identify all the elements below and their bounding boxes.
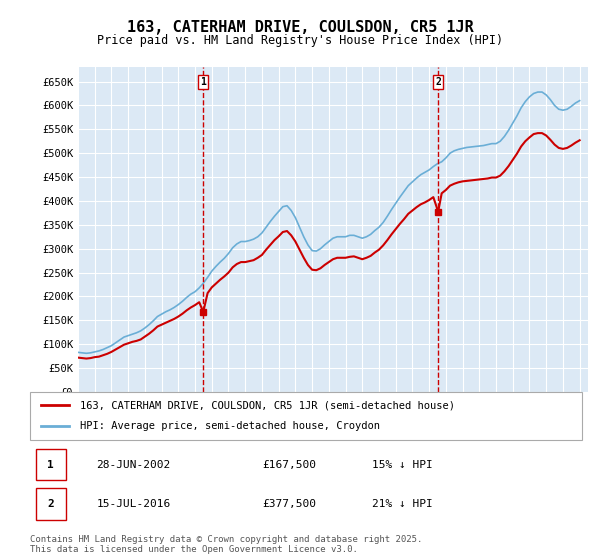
Text: HPI: Average price, semi-detached house, Croydon: HPI: Average price, semi-detached house,…: [80, 421, 380, 431]
Text: £377,500: £377,500: [262, 499, 316, 509]
FancyBboxPatch shape: [35, 449, 66, 480]
Text: 163, CATERHAM DRIVE, COULSDON, CR5 1JR (semi-detached house): 163, CATERHAM DRIVE, COULSDON, CR5 1JR (…: [80, 400, 455, 410]
FancyBboxPatch shape: [35, 488, 66, 520]
Text: 2: 2: [47, 499, 54, 509]
Text: 21% ↓ HPI: 21% ↓ HPI: [372, 499, 433, 509]
Text: Contains HM Land Registry data © Crown copyright and database right 2025.
This d: Contains HM Land Registry data © Crown c…: [30, 535, 422, 554]
Text: 163, CATERHAM DRIVE, COULSDON, CR5 1JR: 163, CATERHAM DRIVE, COULSDON, CR5 1JR: [127, 20, 473, 35]
FancyBboxPatch shape: [30, 392, 582, 440]
Text: Price paid vs. HM Land Registry's House Price Index (HPI): Price paid vs. HM Land Registry's House …: [97, 34, 503, 46]
Text: 15-JUL-2016: 15-JUL-2016: [96, 499, 170, 509]
Text: 1: 1: [47, 460, 54, 470]
Text: 1: 1: [200, 77, 206, 87]
Text: 15% ↓ HPI: 15% ↓ HPI: [372, 460, 433, 470]
Text: £167,500: £167,500: [262, 460, 316, 470]
Text: 28-JUN-2002: 28-JUN-2002: [96, 460, 170, 470]
Text: 2: 2: [435, 77, 441, 87]
